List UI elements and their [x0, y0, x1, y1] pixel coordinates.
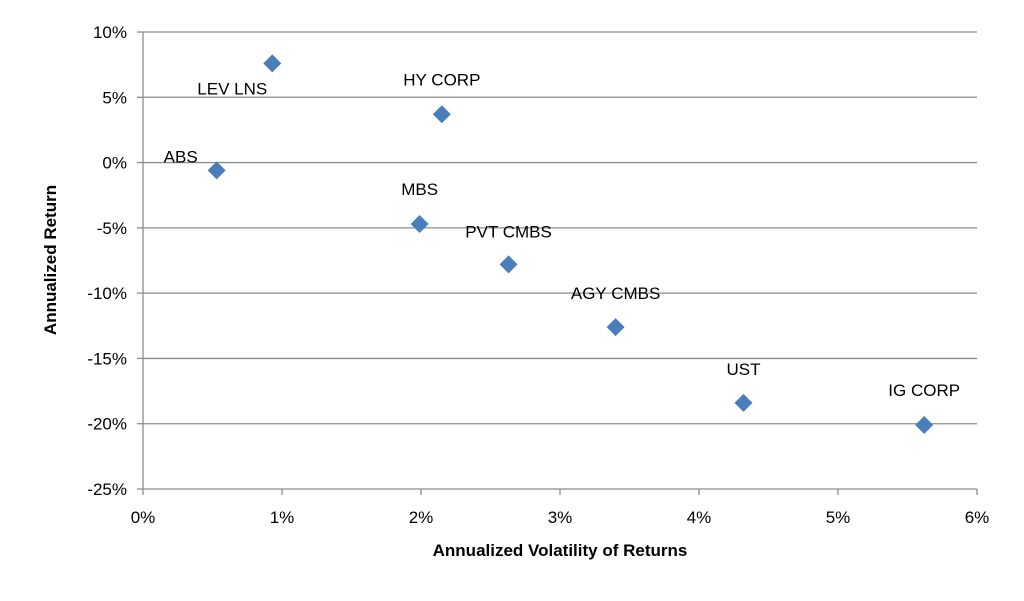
- x-tick-label: 1%: [270, 508, 295, 527]
- y-axis-title: Annualized Return: [41, 185, 60, 335]
- x-tick-label: 0%: [131, 508, 156, 527]
- x-tick-label: 4%: [687, 508, 712, 527]
- data-point-pvt-cmbs: [499, 255, 518, 274]
- y-tick-label: -10%: [87, 284, 127, 303]
- y-tick-label: 0%: [102, 154, 127, 173]
- y-tick-label: 5%: [102, 88, 127, 107]
- data-label: IG CORP: [888, 381, 960, 400]
- data-label: ABS: [164, 147, 198, 166]
- data-point-ust: [734, 393, 753, 412]
- y-tick-label: -15%: [87, 349, 127, 368]
- data-point-hy-corp: [432, 105, 451, 124]
- data-label: UST: [726, 360, 760, 379]
- data-point-agy-cmbs: [606, 318, 625, 337]
- data-label: MBS: [401, 180, 438, 199]
- data-label: PVT CMBS: [465, 222, 552, 241]
- data-label: LEV LNS: [197, 79, 267, 98]
- y-tick-label: 10%: [93, 23, 127, 42]
- y-tick-label: -25%: [87, 480, 127, 499]
- y-tick-label: -20%: [87, 415, 127, 434]
- x-tick-label: 2%: [409, 508, 434, 527]
- data-label: AGY CMBS: [571, 284, 660, 303]
- x-tick-label: 5%: [826, 508, 851, 527]
- data-label: HY CORP: [403, 70, 480, 89]
- data-point-mbs: [410, 214, 429, 233]
- x-axis-title: Annualized Volatility of Returns: [433, 541, 688, 560]
- x-tick-label: 6%: [965, 508, 990, 527]
- data-point-abs: [207, 161, 226, 180]
- x-tick-label: 3%: [548, 508, 573, 527]
- data-point-ig-corp: [915, 416, 934, 435]
- y-tick-label: -5%: [97, 219, 127, 238]
- data-point-lev-lns: [263, 54, 282, 73]
